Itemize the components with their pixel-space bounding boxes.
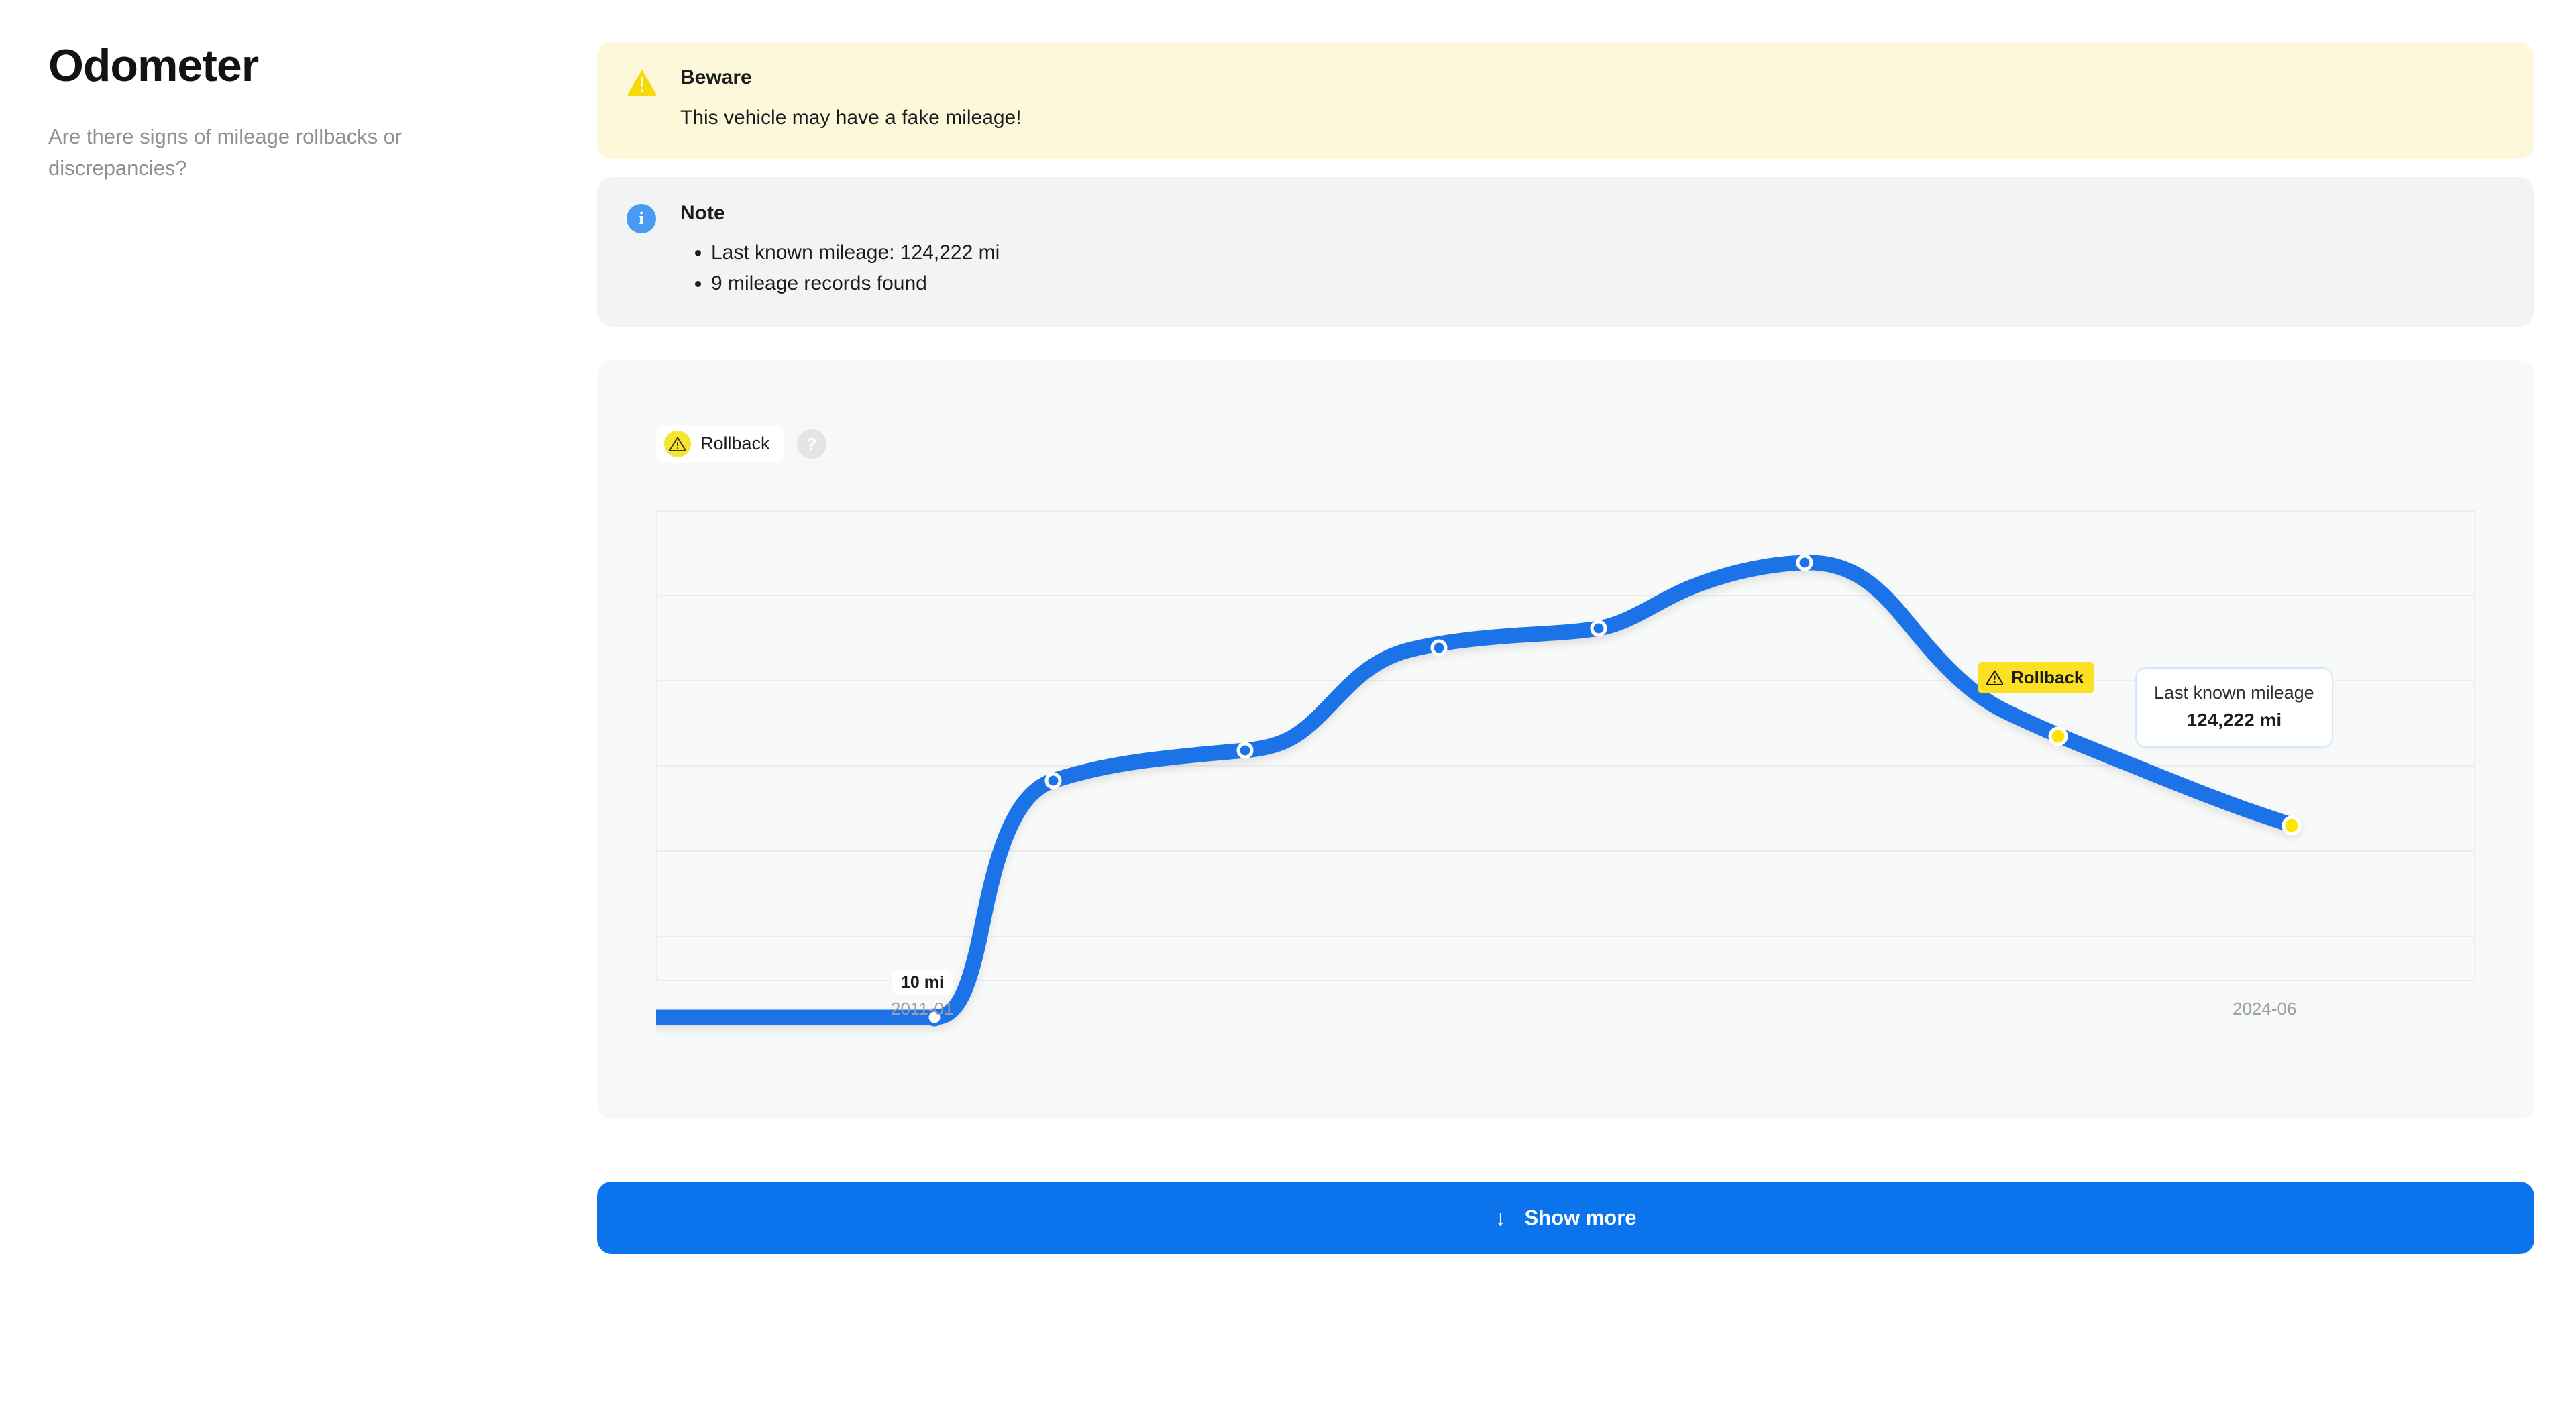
info-circle-icon: i xyxy=(627,203,656,233)
rollback-badge-label: Rollback xyxy=(2011,667,2084,687)
data-point[interactable] xyxy=(1430,639,1448,656)
data-point[interactable] xyxy=(925,1008,944,1026)
page-title: Odometer xyxy=(48,40,259,91)
beware-message: This vehicle may have a fake mileage! xyxy=(680,107,1022,129)
first-point-value-label: 10 mi xyxy=(892,970,953,995)
page-header-column: Odometer Are there signs of mileage roll… xyxy=(48,42,531,184)
arrow-down-icon: ↓ xyxy=(1495,1205,1506,1230)
tooltip-title: Last known mileage xyxy=(2154,682,2314,703)
beware-alert-body: Beware This vehicle may have a fake mile… xyxy=(680,66,2505,132)
note-icon-wrapper: i xyxy=(627,201,680,233)
main-content-column: Beware This vehicle may have a fake mile… xyxy=(597,42,2534,1254)
rollback-data-point[interactable] xyxy=(2282,815,2302,835)
x-axis-label-end: 2024-06 xyxy=(2233,998,2297,1019)
page-subtitle: Are there signs of mileage rollbacks or … xyxy=(48,125,402,180)
list-item: Last known mileage: 124,222 mi xyxy=(711,237,2505,269)
data-point-markers[interactable] xyxy=(925,554,2302,1026)
warning-triangle-icon xyxy=(1986,670,2004,685)
note-alert-card: i Note Last known mileage: 124,222 mi 9 … xyxy=(597,176,2534,327)
mileage-line-chart[interactable] xyxy=(656,510,2475,1035)
rollback-data-point[interactable] xyxy=(2048,726,2068,746)
note-alert-body: Note Last known mileage: 124,222 mi 9 mi… xyxy=(680,201,2505,300)
chart-rollback-badge[interactable]: Rollback xyxy=(1978,661,2095,693)
data-point[interactable] xyxy=(1044,772,1062,789)
show-more-label: Show more xyxy=(1524,1205,1637,1229)
warning-triangle-icon xyxy=(664,430,691,457)
chart-plot-area: 10 mi 2011-01 2024-06 Rollback Last know… xyxy=(656,510,2475,1035)
show-more-button[interactable]: ↓ Show more xyxy=(597,1181,2534,1254)
warning-triangle-icon xyxy=(627,70,657,96)
legend-label: Rollback xyxy=(700,433,770,453)
list-item: 9 mileage records found xyxy=(711,268,2505,300)
chart-legend-row: Rollback ? xyxy=(656,424,826,463)
note-list: Last known mileage: 124,222 mi 9 mileage… xyxy=(680,237,2505,300)
question-mark-icon[interactable]: ? xyxy=(796,429,826,459)
legend-chip-rollback[interactable]: Rollback xyxy=(656,424,784,463)
tooltip-value: 124,222 mi xyxy=(2186,710,2282,731)
data-point[interactable] xyxy=(1236,742,1254,758)
beware-alert-card: Beware This vehicle may have a fake mile… xyxy=(597,42,2534,159)
note-heading: Note xyxy=(680,201,725,224)
x-axis-label-start: 2011-01 xyxy=(891,998,954,1019)
mileage-chart-card: Rollback ? xyxy=(597,359,2534,1119)
data-point[interactable] xyxy=(1590,620,1607,636)
beware-icon-wrapper xyxy=(627,66,680,97)
chart-tooltip: Last known mileage 124,222 mi xyxy=(2135,667,2333,748)
data-point[interactable] xyxy=(1796,554,1813,571)
beware-heading: Beware xyxy=(680,66,752,89)
